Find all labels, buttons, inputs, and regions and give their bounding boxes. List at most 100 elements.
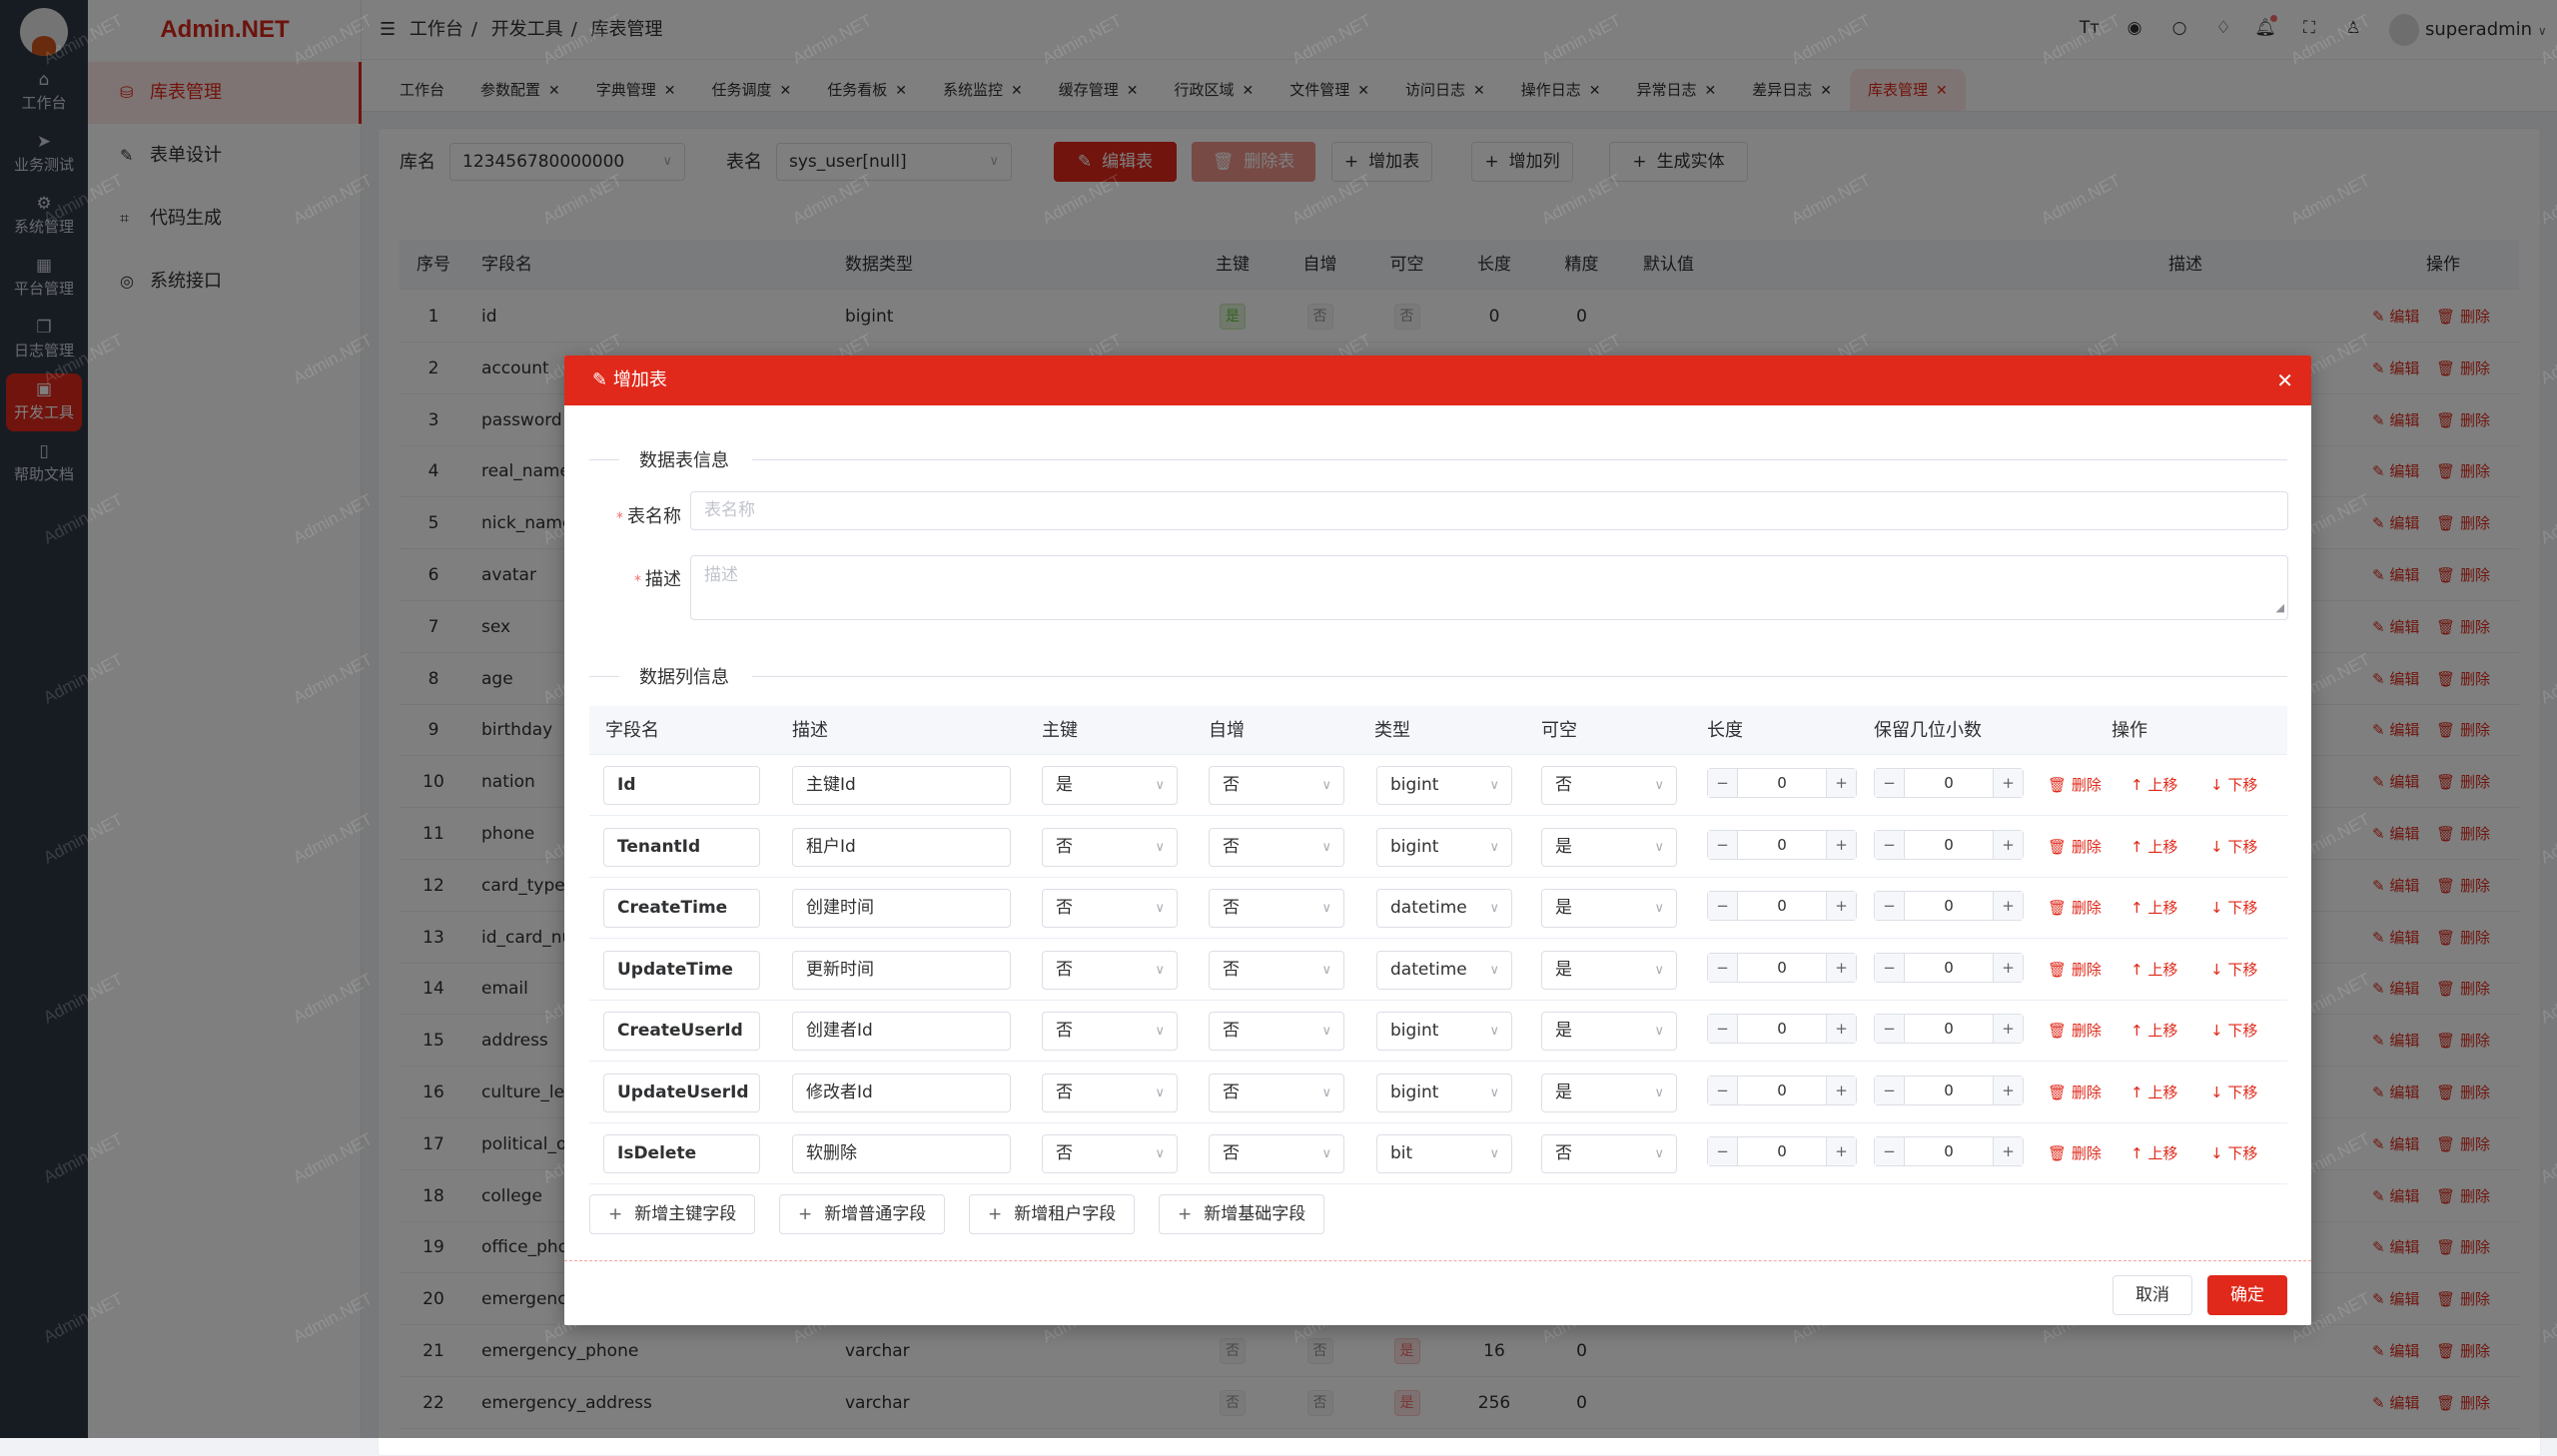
cancel-button[interactable]: 取消	[2113, 1275, 2192, 1315]
auto-increment-select[interactable]: 否 ∨	[1209, 950, 1344, 990]
decimal-stepper[interactable]: − 0 +	[1874, 891, 2024, 921]
length-stepper[interactable]: − 0 +	[1707, 952, 1857, 983]
plus-icon[interactable]: +	[1826, 830, 1856, 859]
auto-increment-select[interactable]: 否 ∨	[1209, 827, 1344, 867]
delete-field-button[interactable]: 🗑︎ 删除	[2048, 1020, 2102, 1041]
delete-field-button[interactable]: 🗑︎ 删除	[2048, 1082, 2102, 1102]
primary-key-select[interactable]: 是 ∨	[1042, 766, 1178, 805]
description-textarea[interactable]: 描述 ◢	[690, 555, 2288, 620]
auto-increment-select[interactable]: 否 ∨	[1209, 1134, 1344, 1173]
move-up-button[interactable]: ↑ 上移	[2131, 836, 2177, 857]
plus-icon[interactable]: +	[1993, 1076, 2023, 1104]
minus-icon[interactable]: −	[1708, 1076, 1738, 1104]
auto-increment-select[interactable]: 否 ∨	[1209, 889, 1344, 928]
length-stepper[interactable]: − 0 +	[1707, 1075, 1857, 1105]
move-up-button[interactable]: ↑ 上移	[2131, 774, 2177, 795]
nullable-select[interactable]: 是 ∨	[1541, 1073, 1677, 1112]
plus-icon[interactable]: +	[1826, 1137, 1856, 1165]
field-desc-input[interactable]: 主键Id	[792, 766, 1011, 805]
plus-icon[interactable]: +	[1826, 953, 1856, 982]
plus-icon[interactable]: +	[1826, 892, 1856, 920]
decimal-stepper[interactable]: − 0 +	[1874, 952, 2024, 983]
minus-icon[interactable]: −	[1708, 1015, 1738, 1043]
type-select[interactable]: bigint ∨	[1376, 766, 1512, 805]
type-select[interactable]: bigint ∨	[1376, 1012, 1512, 1051]
minus-icon[interactable]: −	[1708, 769, 1738, 797]
minus-icon[interactable]: −	[1708, 892, 1738, 920]
length-stepper[interactable]: − 0 +	[1707, 891, 1857, 921]
move-down-button[interactable]: ↓ 下移	[2210, 959, 2257, 980]
field-name-input[interactable]: UpdateTime	[603, 950, 760, 990]
move-down-button[interactable]: ↓ 下移	[2210, 774, 2257, 795]
length-stepper[interactable]: − 0 +	[1707, 1136, 1857, 1166]
primary-key-select[interactable]: 否 ∨	[1042, 827, 1178, 867]
close-icon[interactable]: ✕	[2276, 368, 2293, 392]
minus-icon[interactable]: −	[1875, 953, 1905, 982]
field-name-input[interactable]: IsDelete	[603, 1134, 760, 1173]
plus-icon[interactable]: +	[1826, 769, 1856, 797]
primary-key-select[interactable]: 否 ∨	[1042, 1134, 1178, 1173]
plus-icon[interactable]: +	[1993, 892, 2023, 920]
type-select[interactable]: datetime ∨	[1376, 889, 1512, 928]
length-stepper[interactable]: − 0 +	[1707, 829, 1857, 860]
delete-field-button[interactable]: 🗑︎ 删除	[2048, 836, 2102, 857]
auto-increment-select[interactable]: 否 ∨	[1209, 1012, 1344, 1051]
add-field-button[interactable]: + 新增主键字段	[589, 1194, 756, 1234]
field-desc-input[interactable]: 修改者Id	[792, 1073, 1011, 1112]
nullable-select[interactable]: 否 ∨	[1541, 1134, 1677, 1173]
move-down-button[interactable]: ↓ 下移	[2210, 897, 2257, 918]
move-up-button[interactable]: ↑ 上移	[2131, 1020, 2177, 1041]
move-down-button[interactable]: ↓ 下移	[2210, 1142, 2257, 1163]
field-desc-input[interactable]: 更新时间	[792, 950, 1011, 990]
add-field-button[interactable]: + 新增普通字段	[779, 1194, 946, 1234]
field-name-input[interactable]: TenantId	[603, 827, 760, 867]
minus-icon[interactable]: −	[1875, 769, 1905, 797]
auto-increment-select[interactable]: 否 ∨	[1209, 1073, 1344, 1112]
move-up-button[interactable]: ↑ 上移	[2131, 1142, 2177, 1163]
type-select[interactable]: datetime ∨	[1376, 950, 1512, 990]
nullable-select[interactable]: 否 ∨	[1541, 766, 1677, 805]
auto-increment-select[interactable]: 否 ∨	[1209, 766, 1344, 805]
primary-key-select[interactable]: 否 ∨	[1042, 889, 1178, 928]
table-name-input[interactable]: 表名称	[690, 491, 2288, 530]
plus-icon[interactable]: +	[1826, 1015, 1856, 1043]
field-desc-input[interactable]: 软删除	[792, 1134, 1011, 1173]
length-stepper[interactable]: − 0 +	[1707, 768, 1857, 798]
plus-icon[interactable]: +	[1993, 1015, 2023, 1043]
move-up-button[interactable]: ↑ 上移	[2131, 1082, 2177, 1102]
nullable-select[interactable]: 是 ∨	[1541, 950, 1677, 990]
plus-icon[interactable]: +	[1993, 1137, 2023, 1165]
plus-icon[interactable]: +	[1993, 830, 2023, 859]
add-field-button[interactable]: + 新增租户字段	[969, 1194, 1136, 1234]
field-name-input[interactable]: CreateTime	[603, 889, 760, 928]
plus-icon[interactable]: +	[1993, 769, 2023, 797]
move-down-button[interactable]: ↓ 下移	[2210, 836, 2257, 857]
length-stepper[interactable]: − 0 +	[1707, 1014, 1857, 1044]
minus-icon[interactable]: −	[1708, 830, 1738, 859]
type-select[interactable]: bigint ∨	[1376, 1073, 1512, 1112]
plus-icon[interactable]: +	[1993, 953, 2023, 982]
plus-icon[interactable]: +	[1826, 1076, 1856, 1104]
type-select[interactable]: bigint ∨	[1376, 827, 1512, 867]
minus-icon[interactable]: −	[1875, 1015, 1905, 1043]
decimal-stepper[interactable]: − 0 +	[1874, 1136, 2024, 1166]
minus-icon[interactable]: −	[1708, 953, 1738, 982]
field-name-input[interactable]: CreateUserId	[603, 1012, 760, 1051]
minus-icon[interactable]: −	[1875, 1137, 1905, 1165]
decimal-stepper[interactable]: − 0 +	[1874, 1075, 2024, 1105]
nullable-select[interactable]: 是 ∨	[1541, 827, 1677, 867]
minus-icon[interactable]: −	[1875, 1076, 1905, 1104]
confirm-button[interactable]: 确定	[2207, 1275, 2287, 1315]
field-desc-input[interactable]: 创建者Id	[792, 1012, 1011, 1051]
nullable-select[interactable]: 是 ∨	[1541, 1012, 1677, 1051]
primary-key-select[interactable]: 否 ∨	[1042, 1073, 1178, 1112]
field-name-input[interactable]: Id	[603, 766, 760, 805]
minus-icon[interactable]: −	[1875, 830, 1905, 859]
primary-key-select[interactable]: 否 ∨	[1042, 950, 1178, 990]
resize-handle-icon[interactable]: ◢	[2275, 601, 2284, 614]
field-desc-input[interactable]: 租户Id	[792, 827, 1011, 867]
nullable-select[interactable]: 是 ∨	[1541, 889, 1677, 928]
minus-icon[interactable]: −	[1875, 892, 1905, 920]
move-down-button[interactable]: ↓ 下移	[2210, 1082, 2257, 1102]
delete-field-button[interactable]: 🗑︎ 删除	[2048, 959, 2102, 980]
